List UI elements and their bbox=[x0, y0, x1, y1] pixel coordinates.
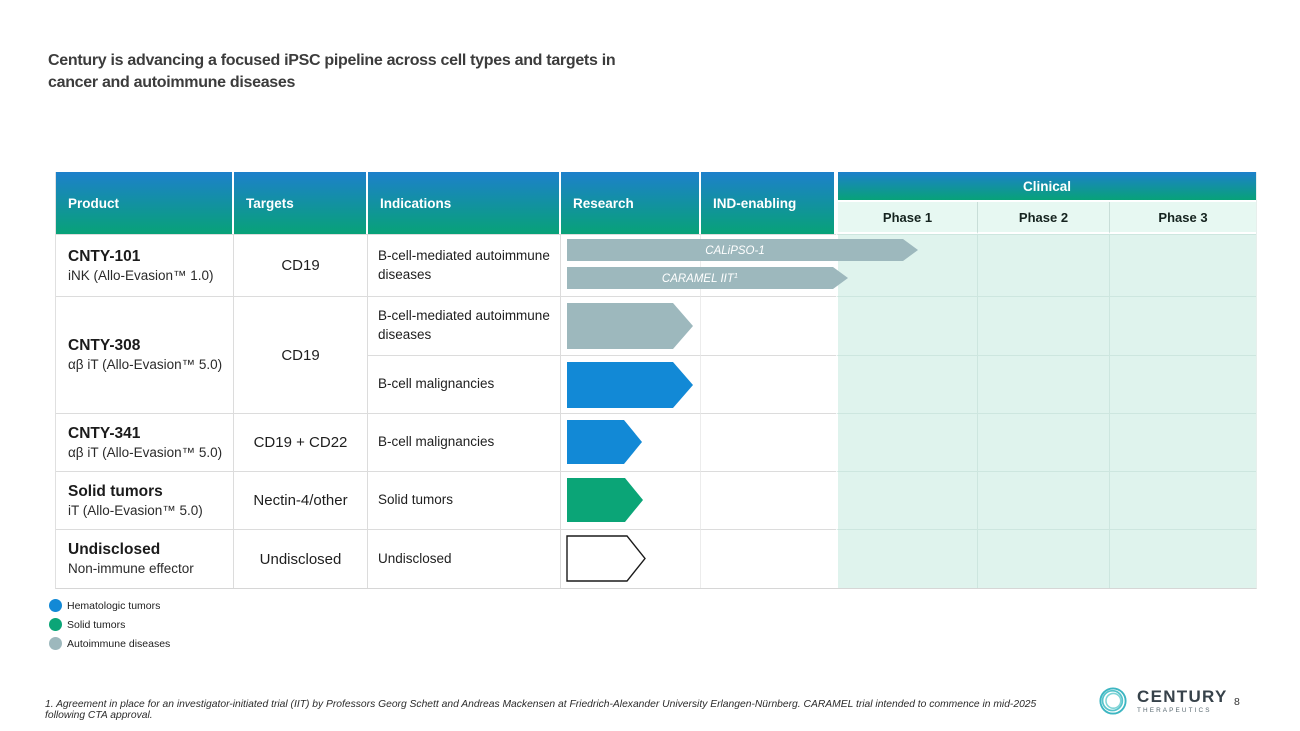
targets-cell: CD19 bbox=[234, 234, 368, 296]
targets-cell: Nectin-4/other bbox=[234, 471, 368, 529]
column-header-product: Product bbox=[56, 172, 234, 234]
legend-item-solid: Solid tumors bbox=[49, 618, 170, 631]
page-title-line1: Century is advancing a focused iPSC pipe… bbox=[48, 52, 616, 69]
logo-subtext: THERAPEUTICS bbox=[1137, 707, 1212, 714]
timeline-cell bbox=[701, 471, 836, 529]
phase-cell bbox=[836, 234, 978, 296]
column-header-research: Research bbox=[561, 172, 701, 234]
phase-header-2: Phase 2 bbox=[978, 202, 1110, 234]
phase-cell bbox=[978, 296, 1110, 355]
century-rings-icon bbox=[1099, 687, 1127, 715]
product-cell-solid-tumors: Solid tumors iT (Allo-Evasion™ 5.0) bbox=[56, 471, 234, 529]
product-subtitle: iNK (Allo-Evasion™ 1.0) bbox=[68, 267, 214, 283]
timeline-cell bbox=[561, 355, 701, 413]
hematologic-dot-icon bbox=[49, 599, 62, 612]
indication-cell: B-cell malignancies bbox=[368, 413, 561, 471]
century-therapeutics-logo: CENTURY THERAPEUTICS bbox=[1095, 683, 1228, 719]
product-subtitle: iT (Allo-Evasion™ 5.0) bbox=[68, 502, 203, 518]
phase-header-1: Phase 1 bbox=[836, 202, 978, 234]
indication-cell: B-cell malignancies bbox=[368, 355, 561, 413]
phase-cell bbox=[1110, 234, 1256, 296]
legend-label: Hematologic tumors bbox=[67, 599, 161, 612]
legend-item-autoimmune: Autoimmune diseases bbox=[49, 637, 170, 650]
column-header-clinical: Clinical bbox=[836, 172, 1256, 202]
phase-cell bbox=[1110, 355, 1256, 413]
product-name: CNTY-101 bbox=[68, 247, 141, 265]
page-title-line2: cancer and autoimmune diseases bbox=[48, 74, 296, 92]
indication-cell: Solid tumors bbox=[368, 471, 561, 529]
phase-cell bbox=[1110, 471, 1256, 529]
timeline-cell bbox=[701, 234, 836, 296]
logo-name: CENTURY bbox=[1137, 687, 1228, 706]
phase-cell bbox=[978, 355, 1110, 413]
footnote: 1. Agreement in place for an investigato… bbox=[45, 699, 1037, 721]
product-name: CNTY-341 bbox=[68, 424, 141, 442]
timeline-cell bbox=[561, 413, 701, 471]
product-name: Undisclosed bbox=[68, 541, 161, 559]
phase-cell bbox=[836, 355, 978, 413]
product-cell-cnty-308: CNTY-308 αβ iT (Allo-Evasion™ 5.0) bbox=[56, 296, 234, 413]
legend-label: Autoimmune diseases bbox=[67, 637, 171, 650]
column-header-indications: Indications bbox=[368, 172, 561, 234]
phase-cell bbox=[1110, 529, 1256, 588]
indication-cell: Undisclosed bbox=[368, 529, 561, 588]
timeline-cell bbox=[701, 355, 836, 413]
autoimmune-dot-icon bbox=[49, 637, 62, 650]
product-name: Solid tumors bbox=[68, 482, 163, 500]
legend-label: Solid tumors bbox=[67, 618, 126, 631]
timeline-cell bbox=[561, 296, 701, 355]
targets-cell: Undisclosed bbox=[234, 529, 368, 588]
page-title: Century is advancing a focused iPSC pipe… bbox=[48, 50, 1258, 94]
legend: Hematologic tumors Solid tumors Autoimmu… bbox=[49, 599, 170, 656]
phase-cell bbox=[978, 529, 1110, 588]
phase-header-3: Phase 3 bbox=[1110, 202, 1256, 234]
timeline-cell bbox=[561, 529, 701, 588]
phase-cell bbox=[1110, 296, 1256, 355]
timeline-cell bbox=[701, 529, 836, 588]
indication-cell: B-cell-mediated autoimmune diseases bbox=[368, 296, 561, 355]
phase-cell bbox=[978, 234, 1110, 296]
timeline-cell bbox=[701, 413, 836, 471]
phase-cell bbox=[836, 471, 978, 529]
product-cell-undisclosed: Undisclosed Non-immune effector bbox=[56, 529, 234, 588]
pipeline-table: Product Targets Indications Research IND… bbox=[55, 172, 1257, 589]
column-header-ind-enabling: IND-enabling bbox=[701, 172, 836, 234]
page-number: 8 bbox=[1234, 696, 1240, 708]
indication-cell: B-cell-mediated autoimmune diseases bbox=[368, 234, 561, 296]
phase-cell bbox=[978, 413, 1110, 471]
product-cell-cnty-101: CNTY-101 iNK (Allo-Evasion™ 1.0) bbox=[56, 234, 234, 296]
phase-cell bbox=[836, 413, 978, 471]
product-subtitle: αβ iT (Allo-Evasion™ 5.0) bbox=[68, 357, 223, 373]
product-subtitle: αβ iT (Allo-Evasion™ 5.0) bbox=[68, 444, 223, 460]
phase-cell bbox=[1110, 413, 1256, 471]
timeline-cell bbox=[561, 234, 701, 296]
phase-cell bbox=[978, 471, 1110, 529]
phase-cell bbox=[836, 529, 978, 588]
product-name: CNTY-308 bbox=[68, 337, 141, 355]
phase-cell bbox=[836, 296, 978, 355]
solid-tumors-dot-icon bbox=[49, 618, 62, 631]
targets-cell: CD19 bbox=[234, 296, 368, 413]
column-header-targets: Targets bbox=[234, 172, 368, 234]
timeline-cell bbox=[701, 296, 836, 355]
product-cell-cnty-341: CNTY-341 αβ iT (Allo-Evasion™ 5.0) bbox=[56, 413, 234, 471]
legend-item-hematologic: Hematologic tumors bbox=[49, 599, 170, 612]
product-subtitle: Non-immune effector bbox=[68, 561, 194, 577]
timeline-cell bbox=[561, 471, 701, 529]
targets-cell: CD19 + CD22 bbox=[234, 413, 368, 471]
